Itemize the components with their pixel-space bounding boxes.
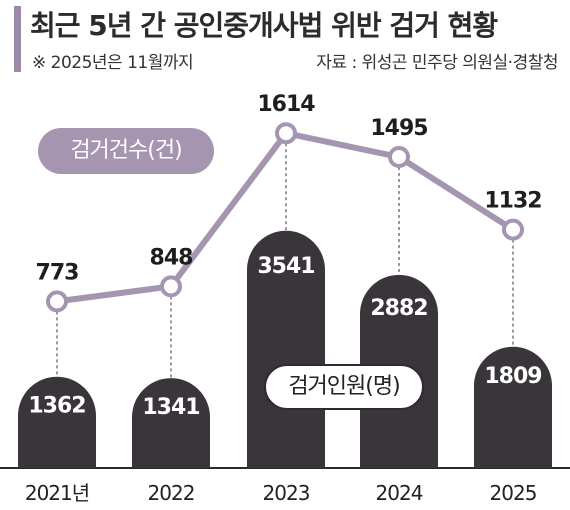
count-marker-2: [160, 275, 182, 298]
count-value-label-3: 1614: [257, 92, 315, 117]
header: 최근 5년 간 공인중개사법 위반 검거 현황 ※ 2025년은 11월까지 자…: [0, 0, 570, 78]
count-value-label-2: 848: [150, 245, 193, 270]
bar-2: [132, 378, 210, 468]
chart-title: 최근 5년 간 공인중개사법 위반 검거 현황: [30, 9, 498, 42]
count-marker-3: [275, 122, 297, 145]
title-accent-bar: [14, 6, 21, 72]
count-marker-5: [502, 218, 524, 241]
bar-value-label-5: 1809: [484, 364, 541, 389]
legend-people-pill: 검거인원(명): [264, 364, 424, 410]
count-value-label-1: 773: [36, 260, 79, 285]
chart-source: 자료 : 위성곤 민주당 의원실·경찰청: [316, 53, 558, 73]
count-value-label-5: 1132: [484, 189, 541, 214]
x-tick-label-3: 2023: [263, 481, 310, 505]
chart-note: ※ 2025년은 11월까지: [32, 53, 194, 73]
bar-5: [474, 346, 552, 468]
count-marker-1: [46, 290, 68, 313]
bar-value-label-4: 2882: [370, 296, 427, 321]
x-tick-label-4: 2024: [376, 481, 423, 505]
x-tick-label-2: 2022: [148, 481, 195, 505]
bar-value-label-1: 1362: [28, 394, 85, 419]
bar-value-label-2: 1341: [142, 395, 199, 420]
x-tick-label-5: 2025: [490, 481, 537, 505]
count-marker-4: [388, 146, 410, 168]
x-tick-label-1: 2021년: [25, 481, 89, 505]
count-value-label-4: 1495: [370, 116, 427, 141]
bar-value-label-3: 3541: [257, 254, 314, 279]
bar-1: [18, 376, 96, 468]
legend-count-pill: 검거건수(건): [38, 128, 214, 174]
